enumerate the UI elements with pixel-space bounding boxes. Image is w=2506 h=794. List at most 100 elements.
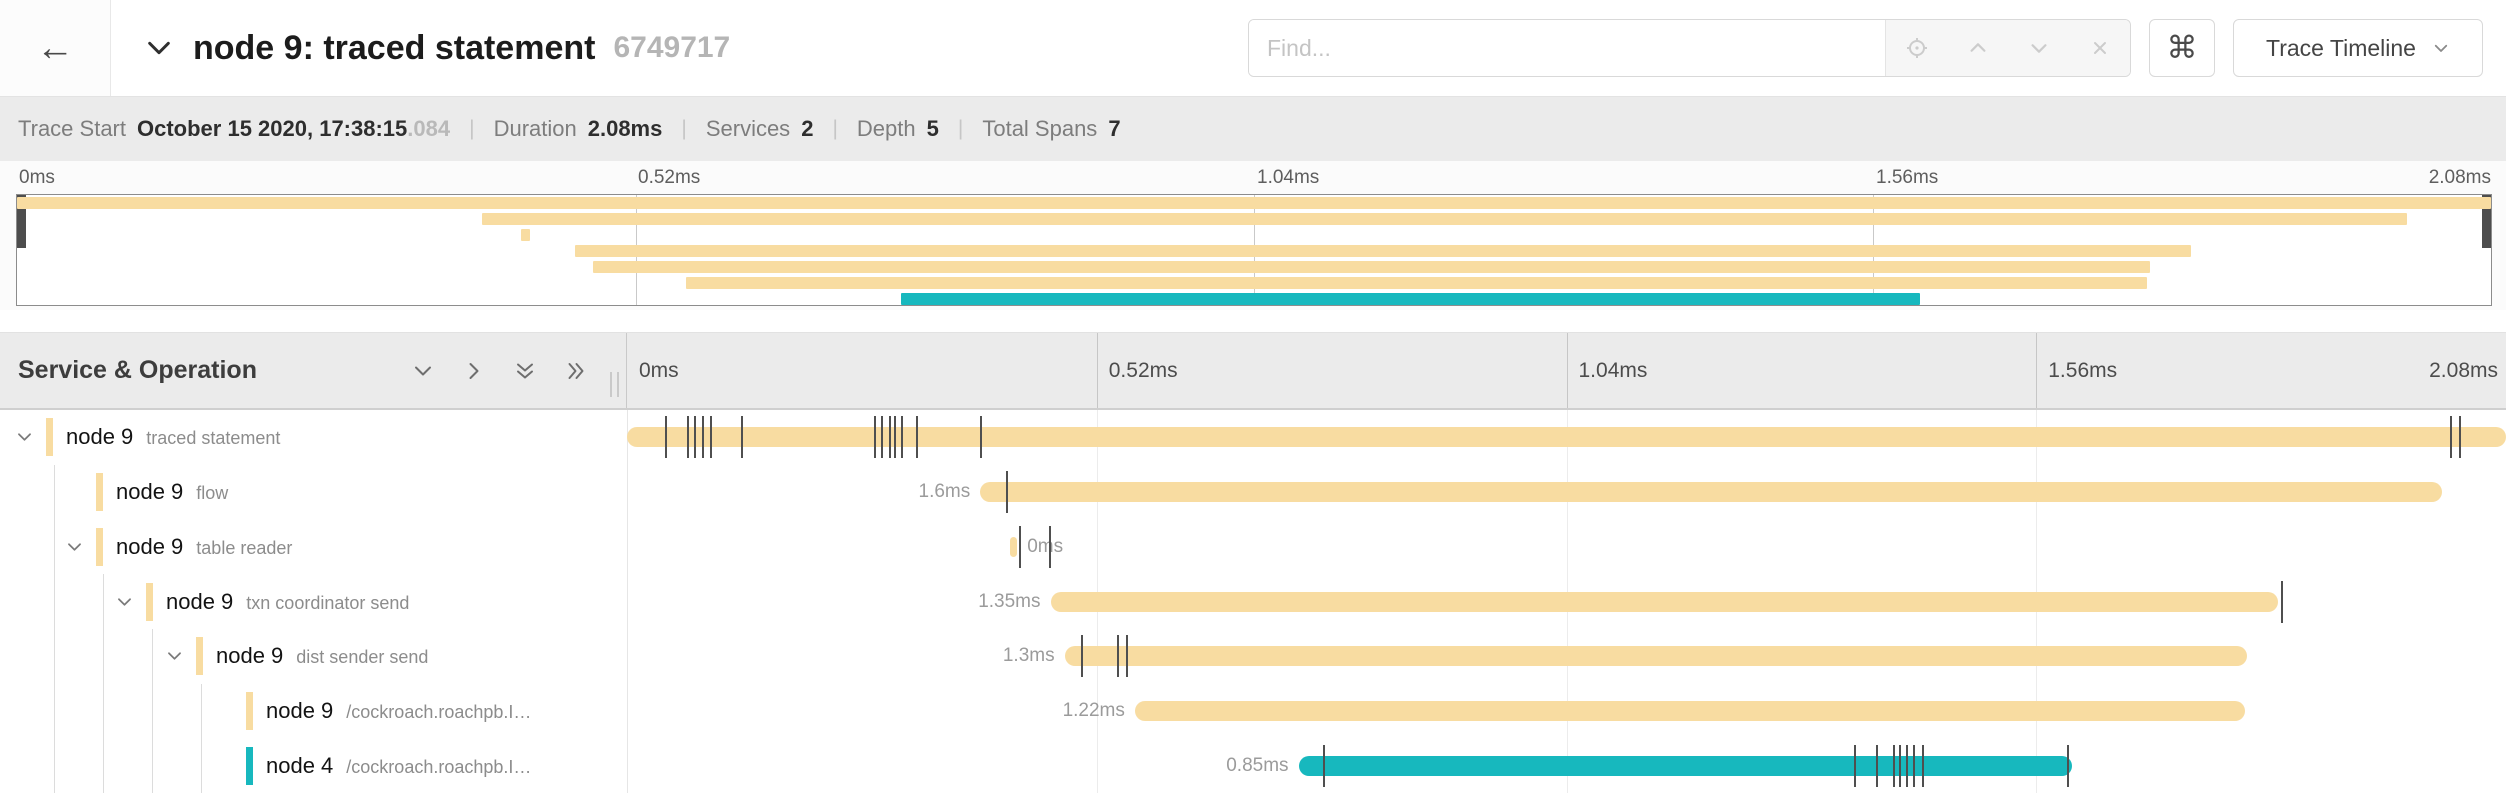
tree-guide-line [103, 683, 104, 739]
double-chevron-down-icon [517, 363, 533, 378]
command-icon: ⌘ [2166, 30, 2198, 65]
span-timeline-cell[interactable]: 1.6ms [627, 465, 2506, 520]
expand-one-button[interactable] [462, 359, 486, 383]
expand-all-button[interactable] [564, 359, 588, 383]
span-bar[interactable] [1064, 646, 2248, 667]
tree-guide-line [54, 628, 55, 684]
chevron-down-icon [18, 433, 31, 442]
span-duration-label: 1.35ms [978, 590, 1041, 612]
minimap-axis-label: 1.56ms [1876, 167, 1939, 188]
span-log-tick [694, 416, 697, 459]
find-box [1248, 19, 2131, 77]
span-timeline-cell[interactable]: 1.22ms [627, 684, 2506, 739]
span-log-tick [1875, 744, 1878, 787]
trace-start-ms-suffix: .084 [407, 116, 451, 141]
minimap-right-scrubber[interactable] [2482, 195, 2491, 248]
span-collapse-button[interactable] [165, 647, 184, 666]
minimap-left-scrubber[interactable] [17, 195, 26, 248]
span-row: node 9/cockroach.roachpb.I… 1.22ms [0, 683, 2506, 739]
minimap-span-bar [685, 277, 2148, 289]
span-log-tick [1018, 525, 1021, 568]
span-bar[interactable] [627, 427, 2506, 448]
find-next-button[interactable] [2008, 20, 2069, 76]
span-log-tick [1116, 635, 1119, 678]
trace-view-selector-label: Trace Timeline [2266, 34, 2416, 61]
tree-guide-line [103, 738, 104, 794]
find-match-button[interactable] [1886, 20, 1947, 76]
span-log-tick [1005, 471, 1008, 514]
span-row: node 9 dist sender send 1.3ms [0, 628, 2506, 684]
tree-guide-line [103, 628, 104, 684]
span-timeline-cell[interactable]: 1.3ms [627, 629, 2506, 684]
span-bar[interactable] [1009, 536, 1017, 557]
find-clear-button[interactable] [2069, 20, 2130, 76]
trace-view-selector[interactable]: Trace Timeline [2233, 19, 2483, 77]
span-bar[interactable] [1134, 700, 2245, 721]
tree-guide-line [152, 683, 153, 739]
service-operation-title: Service & Operation [18, 356, 257, 384]
chevron-down-icon [148, 41, 170, 55]
span-collapse-button[interactable] [115, 592, 134, 611]
span-log-tick [888, 416, 891, 459]
minimap-axis-label: 1.04ms [1257, 167, 1320, 188]
axis-tick-label: 0.52ms [1108, 358, 1178, 382]
span-row: node 9 flow 1.6ms [0, 464, 2506, 520]
title-wrap: node 9: traced statement 6749717 [143, 29, 730, 68]
depth-label: Depth [856, 116, 916, 141]
span-collapse-button[interactable] [65, 537, 84, 556]
span-timeline-cell[interactable]: 1.35ms [627, 574, 2506, 629]
span-duration-label: 0.85ms [1226, 754, 1289, 776]
find-prev-button[interactable] [1947, 20, 2008, 76]
span-color-swatch [146, 582, 153, 621]
back-arrow-icon: ← [36, 26, 74, 69]
tree-guide-line [201, 683, 202, 739]
span-log-tick [2281, 580, 2284, 623]
span-log-tick [710, 416, 713, 459]
span-name-cell[interactable]: node 9 txn coordinator send [0, 574, 627, 629]
span-bar[interactable] [980, 482, 2443, 503]
double-chevron-right-icon [568, 362, 584, 379]
service-name: node 9 [266, 697, 334, 723]
span-name-cell[interactable]: node 9 dist sender send [0, 628, 627, 684]
span-timeline-cell[interactable]: 0ms [627, 519, 2506, 574]
span-name-cell[interactable]: node 4/cockroach.roachpb.I… [0, 738, 627, 794]
tree-guide-line [152, 738, 153, 794]
span-name-text: node 9 traced statement [66, 424, 280, 450]
title-collapse-button[interactable] [143, 32, 175, 64]
operation-name: flow [196, 483, 229, 504]
span-color-swatch [46, 418, 53, 457]
span-log-tick [1898, 744, 1901, 787]
tree-guide-line [54, 519, 55, 575]
span-color-swatch [96, 473, 103, 512]
span-duration-label: 0ms [1027, 535, 1064, 557]
span-name-text: node 4/cockroach.roachpb.I… [266, 753, 531, 779]
back-button[interactable]: ← [0, 0, 111, 96]
service-name: node 9 [216, 643, 284, 669]
locate-icon [1906, 38, 1927, 58]
span-timeline-cell[interactable]: 0.85ms [627, 738, 2506, 793]
span-bar[interactable] [1050, 591, 2279, 612]
span-row: node 9 table reader 0ms [0, 519, 2506, 575]
column-divider [627, 410, 628, 793]
find-input[interactable] [1249, 20, 1885, 76]
trace-page-header: ← node 9: traced statement 6749717 [0, 0, 2506, 96]
span-name-cell[interactable]: node 9 traced statement [0, 410, 627, 465]
axis-tick-label: 0ms [639, 358, 679, 382]
span-log-tick [1921, 744, 1924, 787]
span-timeline-cell[interactable] [627, 410, 2506, 465]
span-name-cell[interactable]: node 9 table reader [0, 519, 627, 575]
span-bar[interactable] [1298, 755, 2073, 776]
collapse-one-button[interactable] [411, 359, 435, 383]
collapse-all-button[interactable] [513, 359, 537, 383]
axis-gridline [2036, 333, 2038, 408]
minimap-canvas[interactable] [16, 194, 2492, 306]
find-controls [1885, 20, 2130, 76]
span-log-tick [916, 416, 919, 459]
keyboard-shortcuts-button[interactable]: ⌘ [2149, 19, 2215, 77]
span-collapse-button[interactable] [15, 428, 34, 447]
page-title: node 9: traced statement [193, 28, 596, 67]
column-resizer-grip[interactable] [610, 372, 619, 397]
span-color-swatch [246, 746, 253, 785]
span-name-cell[interactable]: node 9/cockroach.roachpb.I… [0, 683, 627, 739]
span-name-cell[interactable]: node 9 flow [0, 464, 627, 520]
